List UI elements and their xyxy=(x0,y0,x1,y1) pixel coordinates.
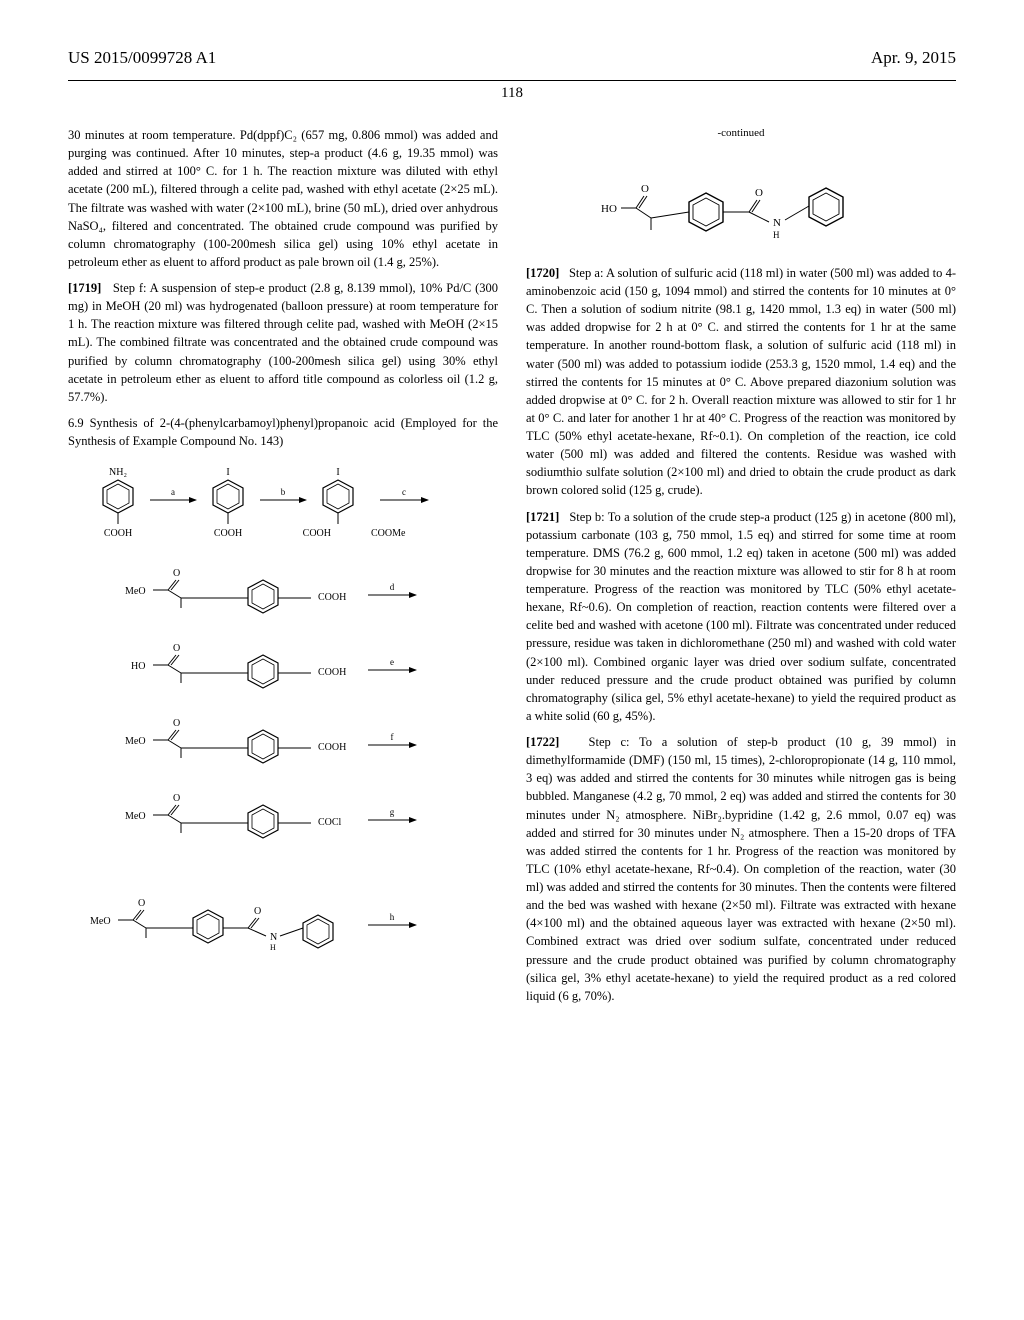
svg-text:COOH: COOH xyxy=(214,528,242,539)
svg-text:d: d xyxy=(390,582,395,592)
reaction-scheme: NH₂ COOH a I COOH b xyxy=(68,460,498,1000)
svg-text:O: O xyxy=(173,568,180,579)
svg-text:MeO: MeO xyxy=(125,811,146,822)
paragraph-text: Step a: A solution of sulfuric acid (118… xyxy=(526,266,956,498)
header-rule xyxy=(68,80,956,81)
paragraph-number: [1720] xyxy=(526,266,559,280)
svg-text:COCl: COCl xyxy=(318,817,342,828)
paragraph-1722: [1722] Step c: To a solution of step-b p… xyxy=(526,733,956,1005)
svg-text:COOH: COOH xyxy=(318,667,346,678)
svg-text:MeO: MeO xyxy=(125,736,146,747)
svg-text:g: g xyxy=(390,807,395,817)
svg-text:O: O xyxy=(173,718,180,729)
product-structure: HO O O N H xyxy=(591,148,891,248)
publication-date: Apr. 9, 2015 xyxy=(871,48,956,68)
svg-text:NH₂: NH₂ xyxy=(109,467,127,478)
svg-text:MeO: MeO xyxy=(90,916,111,927)
continuation-paragraph: 30 minutes at room temperature. Pd(dppf)… xyxy=(68,126,498,271)
synthesis-heading: 6.9 Synthesis of 2-(4-(phenylcarbamoyl)p… xyxy=(68,414,498,450)
paragraph-number: [1719] xyxy=(68,281,101,295)
svg-text:O: O xyxy=(254,906,261,917)
svg-text:H: H xyxy=(773,230,780,240)
scheme-svg: NH₂ COOH a I COOH b xyxy=(68,460,498,1000)
paragraph-text: Step c: To a solution of step-b product … xyxy=(526,735,956,1003)
page-number: 118 xyxy=(68,85,956,102)
right-column: -continued HO O O N H [1720] Step a xyxy=(526,126,956,1013)
svg-text:e: e xyxy=(390,657,394,667)
patent-number: US 2015/0099728 A1 xyxy=(68,48,216,68)
svg-text:N: N xyxy=(270,932,277,943)
svg-text:O: O xyxy=(641,183,649,195)
svg-text:COOH: COOH xyxy=(104,528,132,539)
svg-text:h: h xyxy=(390,912,395,922)
svg-text:a: a xyxy=(171,487,175,497)
paragraph-number: [1721] xyxy=(526,510,559,524)
svg-text:b: b xyxy=(281,487,286,497)
svg-text:H: H xyxy=(270,943,276,952)
svg-text:O: O xyxy=(173,643,180,654)
paragraph-1721: [1721] Step b: To a solution of the crud… xyxy=(526,508,956,726)
svg-text:c: c xyxy=(402,487,406,497)
svg-text:I: I xyxy=(226,467,229,478)
svg-text:O: O xyxy=(138,898,145,909)
page-header: US 2015/0099728 A1 Apr. 9, 2015 xyxy=(68,48,956,68)
paragraph-1719: [1719] Step f: A suspension of step-e pr… xyxy=(68,279,498,406)
paragraph-1720: [1720] Step a: A solution of sulfuric ac… xyxy=(526,264,956,500)
two-column-layout: 30 minutes at room temperature. Pd(dppf)… xyxy=(68,126,956,1013)
svg-text:N: N xyxy=(773,217,781,229)
svg-text:O: O xyxy=(173,793,180,804)
continued-label: -continued xyxy=(526,126,956,142)
svg-text:COOMe: COOMe xyxy=(371,528,406,539)
svg-text:HO: HO xyxy=(131,661,145,672)
left-column: 30 minutes at room temperature. Pd(dppf)… xyxy=(68,126,498,1013)
svg-text:f: f xyxy=(391,732,394,742)
paragraph-text: Step b: To a solution of the crude step-… xyxy=(526,510,956,723)
svg-text:O: O xyxy=(755,187,763,199)
svg-text:COOH: COOH xyxy=(303,528,331,539)
svg-text:HO: HO xyxy=(601,203,617,215)
paragraph-number: [1722] xyxy=(526,735,559,749)
svg-text:COOH: COOH xyxy=(318,592,346,603)
svg-text:MeO: MeO xyxy=(125,586,146,597)
svg-text:COOH: COOH xyxy=(318,742,346,753)
paragraph-text: Step f: A suspension of step-e product (… xyxy=(68,281,498,404)
svg-text:I: I xyxy=(336,467,339,478)
